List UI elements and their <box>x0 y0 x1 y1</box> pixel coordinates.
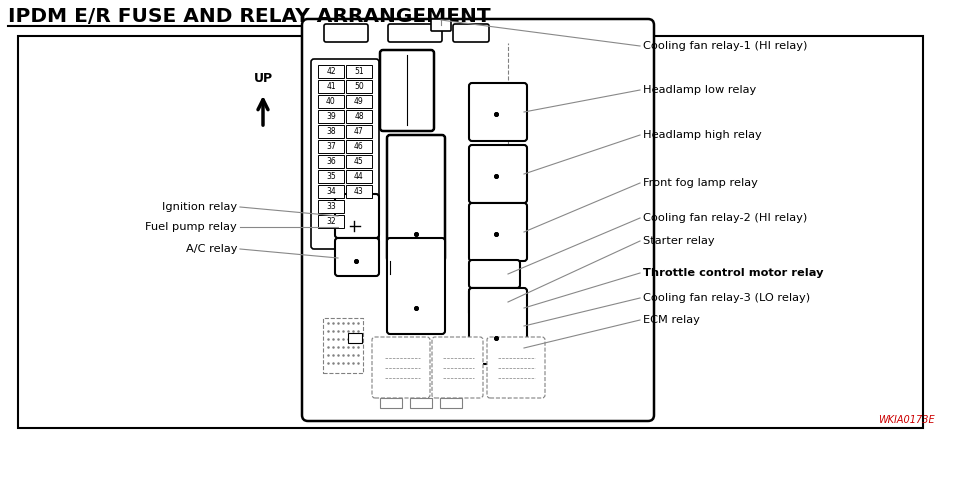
Text: 47: 47 <box>354 127 364 136</box>
FancyBboxPatch shape <box>469 83 527 141</box>
Text: Throttle control motor relay: Throttle control motor relay <box>643 268 824 278</box>
Text: Fuel pump relay: Fuel pump relay <box>146 222 237 232</box>
Text: IPDM E/R FUSE AND RELAY ARRANGEMENT: IPDM E/R FUSE AND RELAY ARRANGEMENT <box>8 7 490 26</box>
Text: 37: 37 <box>326 142 336 151</box>
Bar <box>323 318 363 373</box>
Text: 49: 49 <box>354 97 364 106</box>
Text: 44: 44 <box>354 172 364 181</box>
FancyBboxPatch shape <box>387 238 445 334</box>
Text: Front fog lamp relay: Front fog lamp relay <box>643 178 758 188</box>
Bar <box>346 125 372 138</box>
Text: ECM relay: ECM relay <box>643 315 700 325</box>
FancyBboxPatch shape <box>335 238 379 276</box>
Bar <box>318 65 344 78</box>
FancyBboxPatch shape <box>453 24 489 42</box>
Bar <box>346 65 372 78</box>
Text: 36: 36 <box>326 157 336 166</box>
Bar <box>346 170 372 183</box>
Bar <box>318 170 344 183</box>
Bar <box>318 155 344 168</box>
Text: Cooling fan relay-2 (HI relay): Cooling fan relay-2 (HI relay) <box>643 213 808 223</box>
FancyBboxPatch shape <box>469 203 527 261</box>
Text: 40: 40 <box>326 97 336 106</box>
Bar <box>410 398 432 408</box>
Text: Headlamp high relay: Headlamp high relay <box>643 130 762 140</box>
FancyBboxPatch shape <box>302 19 654 421</box>
Text: Ignition relay: Ignition relay <box>162 202 237 212</box>
FancyBboxPatch shape <box>335 194 379 238</box>
FancyBboxPatch shape <box>469 288 520 316</box>
Text: 46: 46 <box>354 142 364 151</box>
Text: Cooling fan relay-3 (LO relay): Cooling fan relay-3 (LO relay) <box>643 293 810 303</box>
Text: 33: 33 <box>326 202 336 211</box>
Bar <box>318 200 344 213</box>
Text: 42: 42 <box>326 67 336 76</box>
Bar <box>318 185 344 198</box>
Text: 41: 41 <box>326 82 336 91</box>
FancyBboxPatch shape <box>372 337 430 398</box>
Bar <box>380 398 402 408</box>
FancyBboxPatch shape <box>324 24 368 42</box>
Text: 38: 38 <box>326 127 336 136</box>
Bar <box>18 36 923 428</box>
Text: 43: 43 <box>354 187 364 196</box>
Bar <box>346 185 372 198</box>
Text: WKIA0173E: WKIA0173E <box>878 415 935 425</box>
Text: 51: 51 <box>354 67 364 76</box>
FancyBboxPatch shape <box>388 24 442 42</box>
Bar <box>318 215 344 228</box>
Bar <box>348 333 362 343</box>
Text: 34: 34 <box>326 187 336 196</box>
Text: Starter relay: Starter relay <box>643 236 715 246</box>
Bar <box>346 110 372 123</box>
FancyBboxPatch shape <box>387 135 445 261</box>
Text: Cooling fan relay-1 (HI relay): Cooling fan relay-1 (HI relay) <box>643 41 808 51</box>
FancyBboxPatch shape <box>380 50 434 131</box>
Bar <box>440 398 462 408</box>
Bar <box>346 80 372 93</box>
Text: 39: 39 <box>326 112 336 121</box>
Text: 35: 35 <box>326 172 336 181</box>
FancyBboxPatch shape <box>469 288 527 364</box>
FancyBboxPatch shape <box>432 337 483 398</box>
Bar <box>346 140 372 153</box>
FancyBboxPatch shape <box>469 260 520 288</box>
FancyBboxPatch shape <box>469 145 527 203</box>
Bar <box>318 80 344 93</box>
FancyBboxPatch shape <box>487 337 545 398</box>
Text: 50: 50 <box>354 82 364 91</box>
Bar <box>318 110 344 123</box>
Text: 48: 48 <box>354 112 364 121</box>
Text: A/C relay: A/C relay <box>186 244 237 254</box>
Bar <box>346 155 372 168</box>
Bar <box>318 95 344 108</box>
Text: 32: 32 <box>326 217 336 226</box>
Text: Headlamp low relay: Headlamp low relay <box>643 85 756 95</box>
Bar <box>318 125 344 138</box>
Text: UP: UP <box>254 72 273 85</box>
Bar <box>318 140 344 153</box>
Text: 45: 45 <box>354 157 364 166</box>
Bar <box>346 95 372 108</box>
FancyBboxPatch shape <box>431 19 451 31</box>
